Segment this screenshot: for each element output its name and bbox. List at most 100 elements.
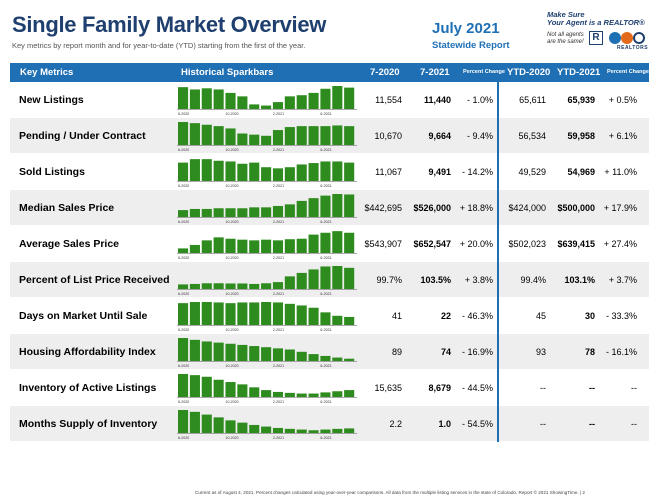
sparkbar [213,126,224,145]
sparkbar [178,122,189,145]
sparkbar [320,429,331,433]
sparkbar [308,393,319,397]
sparkbar [225,208,236,217]
sparkbar [261,167,272,181]
sparkbar [201,283,212,289]
sparkbar [320,161,331,181]
sparkbar [344,316,355,325]
sparkbar [284,127,295,145]
table-row: Average Sales Price $543,907 $652,547 + 20.… [10,226,649,262]
sparkbar-chart: 6-2020 10-2020 2-2021 6-2021 [177,338,357,368]
sparkbar [332,315,343,325]
sparkbar [225,161,236,181]
sparkbar [320,355,331,361]
ytd-prev-value: -- [540,419,546,429]
month-percent-change: + 18.8% [459,203,493,213]
month-curr-value: $652,547 [413,239,451,249]
sparkbar-tick-label: 2-2021 [273,400,284,404]
sparkbar [225,238,236,253]
sparkbar [178,248,189,253]
sparkbar [213,160,224,181]
caar-logo: REALTORS [607,30,655,51]
sparkbar-tick-label: 6-2021 [320,112,331,116]
sparkbar [261,105,272,109]
sparkbar-tick-label: 10-2020 [225,364,238,368]
sparkbar [344,194,355,217]
sparkbar [213,379,224,397]
sparkbar [320,266,331,289]
sparkbar-chart: 6-2020 10-2020 2-2021 6-2021 [177,231,357,260]
table-row: Median Sales Price $442,695 $526,000 + 18.8… [10,190,649,226]
sparkbar [201,88,212,109]
sparkbar [308,163,319,181]
sparkbar [178,284,189,289]
sparkbar [344,267,355,289]
sparkbar [261,426,272,433]
report-month: July 2021 [432,20,500,37]
ytd-percent-change: -- [631,383,637,393]
sparkbar [261,207,272,217]
sparkbar-tick-label: 6-2021 [320,400,331,404]
sparkbar [189,283,200,289]
sparkbar [249,240,260,253]
sparkbar-tick-label: 10-2020 [225,148,238,152]
sparkbar [284,167,295,181]
sparkbar [344,232,355,253]
ytd-curr-value: $639,415 [557,239,595,249]
sparkbar-tick-label: 6-2020 [178,436,189,440]
sparkbar [261,135,272,145]
sparkbar [296,272,307,289]
sparkbar-tick-label: 6-2021 [320,364,331,368]
sparkbar [237,344,248,361]
sparkbar-chart: 6-2020 10-2020 2-2021 6-2021 [177,266,357,296]
month-percent-change: + 20.0% [459,239,493,249]
sparkbar [320,392,331,397]
page-subtitle: Key metrics by report month and for year… [12,41,306,50]
promo-line-1: Make Sure [547,10,585,19]
sparkbar [284,392,295,397]
sparkbar [189,244,200,253]
ytd-prev-value: $424,000 [508,203,546,213]
sparkbar-chart: 6-2020 10-2020 2-2021 6-2021 [177,302,357,332]
sparkbar [308,234,319,253]
sparkbar-tick-label: 2-2021 [273,112,284,116]
sparkbar-tick-label: 6-2020 [178,292,189,296]
sparkbar-tick-label: 6-2020 [178,364,189,368]
month-prev-value: 41 [391,311,402,321]
sparkbar [225,283,236,289]
metric-name: Housing Affordability Index [19,346,156,358]
metric-name: Median Sales Price [19,202,115,214]
sparkbar [320,232,331,253]
sparkbar [272,168,284,181]
sparkbar [296,164,307,181]
ytd-curr-value: -- [589,419,595,429]
sparkbar-tick-label: 10-2020 [225,112,238,116]
table-row: Sold Listings 11,067 9,491 - 14.2% 49,529 54,… [10,154,649,190]
month-prev-value: 10,670 [374,131,402,141]
sparkbar [201,240,212,253]
sparkbar [237,133,248,145]
sparkbar [225,343,236,361]
sparkbar [237,302,248,325]
sparkbar-tick-label: 2-2021 [273,364,284,368]
table-header: Key Metrics Historical Sparkbars 7-2020 … [10,63,649,82]
month-percent-change: - 9.4% [466,131,493,141]
sparkbar-chart: 6-2020 10-2020 2-2021 6-2021 [177,374,357,404]
sparkbar [189,339,200,361]
sparkbar-tick-label: 2-2021 [273,184,284,188]
ytd-curr-value: -- [589,383,595,393]
promo-line-3: Not all agents are the same! [547,32,584,45]
sparkbar [261,390,272,397]
sparkbar [344,126,355,145]
sparkbar [284,276,295,289]
sparkbar [201,124,212,145]
ytd-curr-value: 59,958 [567,131,595,141]
sparkbar [332,391,343,397]
ytd-curr-value: 103.1% [564,275,595,285]
sparkbar [249,207,260,217]
ytd-curr-value: 78 [584,347,595,357]
col-sparkbars: Historical Sparkbars [181,67,274,78]
sparkbar [213,283,224,289]
sparkbar [237,384,248,397]
sparkbar [178,410,189,433]
